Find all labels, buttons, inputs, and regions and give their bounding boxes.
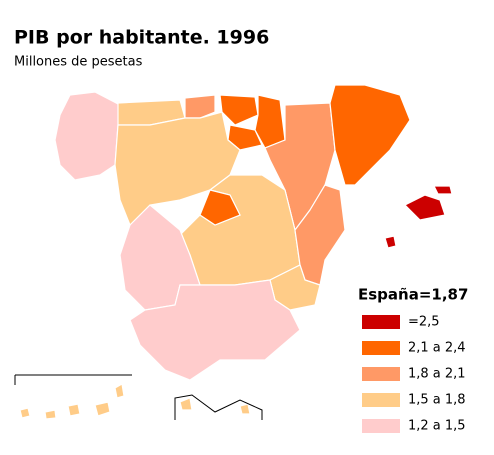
regions bbox=[19, 84, 453, 420]
canarias-2 bbox=[44, 409, 57, 420]
valencia bbox=[294, 184, 346, 286]
summary: España=1,87 bbox=[358, 286, 468, 304]
baleares bbox=[403, 194, 446, 221]
ibiza bbox=[384, 235, 397, 249]
legend-label: 1,5 a 1,8 bbox=[408, 393, 466, 408]
title: PIB por habitante. 1996 bbox=[14, 27, 269, 49]
legend-label: =2,5 bbox=[408, 315, 440, 330]
legend-label: 1,8 a 2,1 bbox=[408, 367, 466, 382]
legend-swatch bbox=[362, 393, 400, 407]
legend-label: 1,2 a 1,5 bbox=[408, 419, 466, 434]
subtitle: Millones de pesetas bbox=[14, 55, 143, 70]
la-rioja bbox=[227, 124, 263, 151]
andalucia bbox=[129, 279, 301, 381]
ceuta-melilla-frame bbox=[174, 394, 263, 420]
madrid bbox=[199, 189, 241, 226]
legend-swatch bbox=[362, 367, 400, 381]
legend: =2,5 2,1 a 2,4 1,8 a 2,1 1,5 a 1,8 1,2 a 1,5 bbox=[362, 315, 466, 434]
canarias-1 bbox=[19, 407, 31, 419]
cataluna bbox=[329, 84, 411, 186]
legend-swatch bbox=[362, 341, 400, 355]
legend-swatch bbox=[362, 419, 400, 433]
melilla bbox=[239, 403, 251, 415]
legend-label: 2,1 a 2,4 bbox=[408, 341, 466, 356]
cantabria bbox=[184, 94, 216, 119]
canarias-3 bbox=[67, 403, 81, 417]
galicia bbox=[54, 91, 121, 181]
menorca bbox=[433, 185, 453, 195]
legend-swatch bbox=[362, 315, 400, 329]
pais-vasco bbox=[219, 94, 259, 126]
ceuta bbox=[179, 397, 193, 411]
canarias-4 bbox=[94, 401, 111, 417]
canarias-5 bbox=[114, 383, 125, 399]
